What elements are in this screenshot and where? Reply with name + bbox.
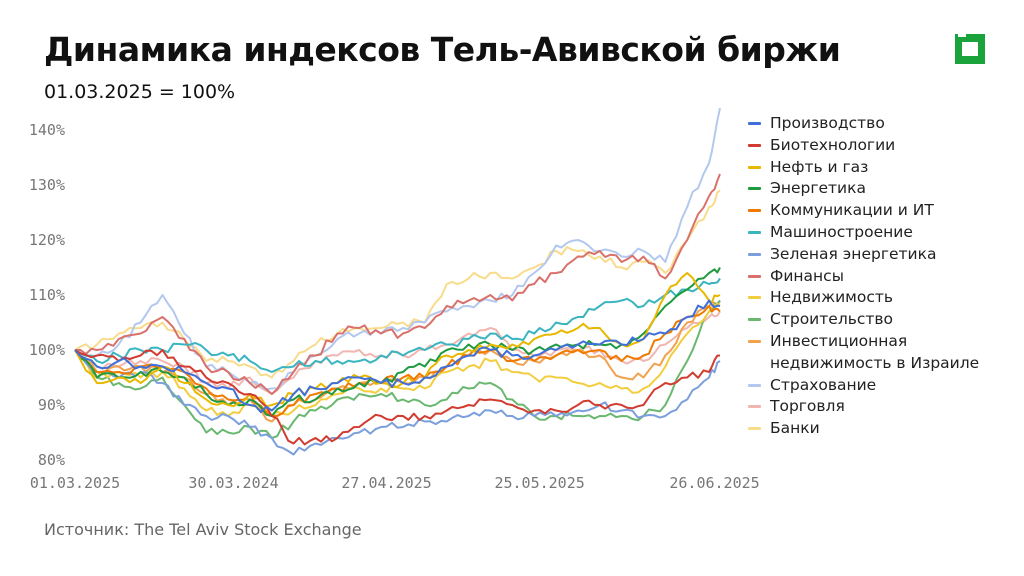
legend-label: Строительство bbox=[770, 310, 894, 329]
legend-label: Торговля bbox=[770, 397, 845, 416]
legend-swatch bbox=[748, 230, 761, 234]
x-tick-label: 01.03.2025 bbox=[30, 474, 120, 492]
legend-item: Нефть и газ bbox=[748, 157, 1018, 179]
y-axis: 80% 90% 100% 110% 120% 130% 140% bbox=[29, 121, 65, 469]
series-line bbox=[74, 189, 721, 379]
legend-swatch bbox=[748, 383, 761, 387]
legend-label: Машиностроение bbox=[770, 222, 913, 241]
page-title: Динамика индексов Тель-Авивской биржи bbox=[44, 30, 841, 69]
legend-swatch bbox=[748, 427, 761, 431]
legend-label: Банки bbox=[770, 419, 820, 438]
y-tick-label: 100% bbox=[29, 341, 65, 359]
legend-label: Коммуникации и ИТ bbox=[770, 201, 934, 220]
legend-label: Биотехнологии bbox=[770, 135, 896, 154]
legend-item: Недвижимость bbox=[748, 287, 1018, 309]
legend-label: Нефть и газ bbox=[770, 157, 869, 176]
legend-item: Страхование bbox=[748, 375, 1018, 397]
series-line bbox=[75, 173, 721, 395]
legend-item: Биотехнологии bbox=[748, 135, 1018, 157]
legend-swatch bbox=[748, 296, 761, 300]
legend-item: Инвестиционная недвижимость в Израиле bbox=[748, 331, 1018, 375]
y-tick-label: 140% bbox=[29, 121, 65, 139]
series-line bbox=[74, 272, 721, 408]
chart-legend: Производство Биотехнологии Нефть и газ Энер… bbox=[748, 113, 1018, 440]
y-tick-label: 110% bbox=[29, 286, 65, 304]
series-line bbox=[74, 302, 721, 417]
y-tick-label: 90% bbox=[38, 396, 65, 414]
x-tick-label: 25.05.2025 bbox=[494, 474, 584, 492]
legend-item: Финансы bbox=[748, 266, 1018, 288]
series-line bbox=[74, 277, 721, 373]
legend-label: Страхование bbox=[770, 375, 877, 394]
legend-item: Зеленая энергетика bbox=[748, 244, 1018, 266]
series-line bbox=[74, 299, 721, 414]
legend-label: Производство bbox=[770, 114, 885, 132]
legend-item: Строительство bbox=[748, 309, 1018, 331]
legend-swatch bbox=[748, 187, 761, 191]
legend-swatch bbox=[748, 165, 761, 169]
legend-swatch bbox=[748, 143, 761, 147]
legend-swatch bbox=[748, 405, 761, 409]
series-line bbox=[75, 107, 721, 391]
legend-label: Зеленая энергетика bbox=[770, 244, 937, 263]
legend-label: Инвестиционная недвижимость в Израиле bbox=[770, 331, 980, 372]
x-tick-label: 27.04.2025 bbox=[341, 474, 431, 492]
y-tick-label: 130% bbox=[29, 176, 65, 194]
legend-swatch bbox=[748, 252, 761, 256]
page-subtitle: 01.03.2025 = 100% bbox=[44, 81, 236, 103]
legend-label: Энергетика bbox=[770, 179, 866, 198]
series-line bbox=[74, 349, 721, 446]
legend-label: Недвижимость bbox=[770, 288, 894, 307]
legend-swatch bbox=[748, 122, 761, 125]
x-tick-label: 30.03.2024 bbox=[188, 474, 278, 492]
source-note: Источник: The Tel Aviv Stock Exchange bbox=[44, 520, 362, 539]
legend-item: Коммуникации и ИТ bbox=[748, 200, 1018, 222]
x-tick-label: 26.06.2025 bbox=[669, 474, 759, 492]
legend-item: Торговля bbox=[748, 396, 1018, 418]
legend-label: Финансы bbox=[770, 266, 844, 285]
y-tick-label: 120% bbox=[29, 231, 65, 249]
legend-item: Энергетика bbox=[748, 178, 1018, 200]
series-lines bbox=[74, 107, 721, 456]
x-axis: 01.03.2025 30.03.2024 27.04.2025 25.05.2025… bbox=[30, 474, 760, 492]
y-tick-label: 80% bbox=[38, 451, 65, 469]
legend-item: Банки bbox=[748, 418, 1018, 440]
legend-swatch bbox=[748, 339, 761, 343]
square-frame-logo-icon bbox=[955, 34, 985, 64]
legend-swatch bbox=[748, 209, 761, 213]
series-line bbox=[74, 349, 721, 456]
legend-item: Машиностроение bbox=[748, 222, 1018, 244]
legend-item: Производство bbox=[748, 113, 1018, 135]
legend-swatch bbox=[748, 274, 761, 278]
legend-swatch bbox=[748, 318, 761, 322]
